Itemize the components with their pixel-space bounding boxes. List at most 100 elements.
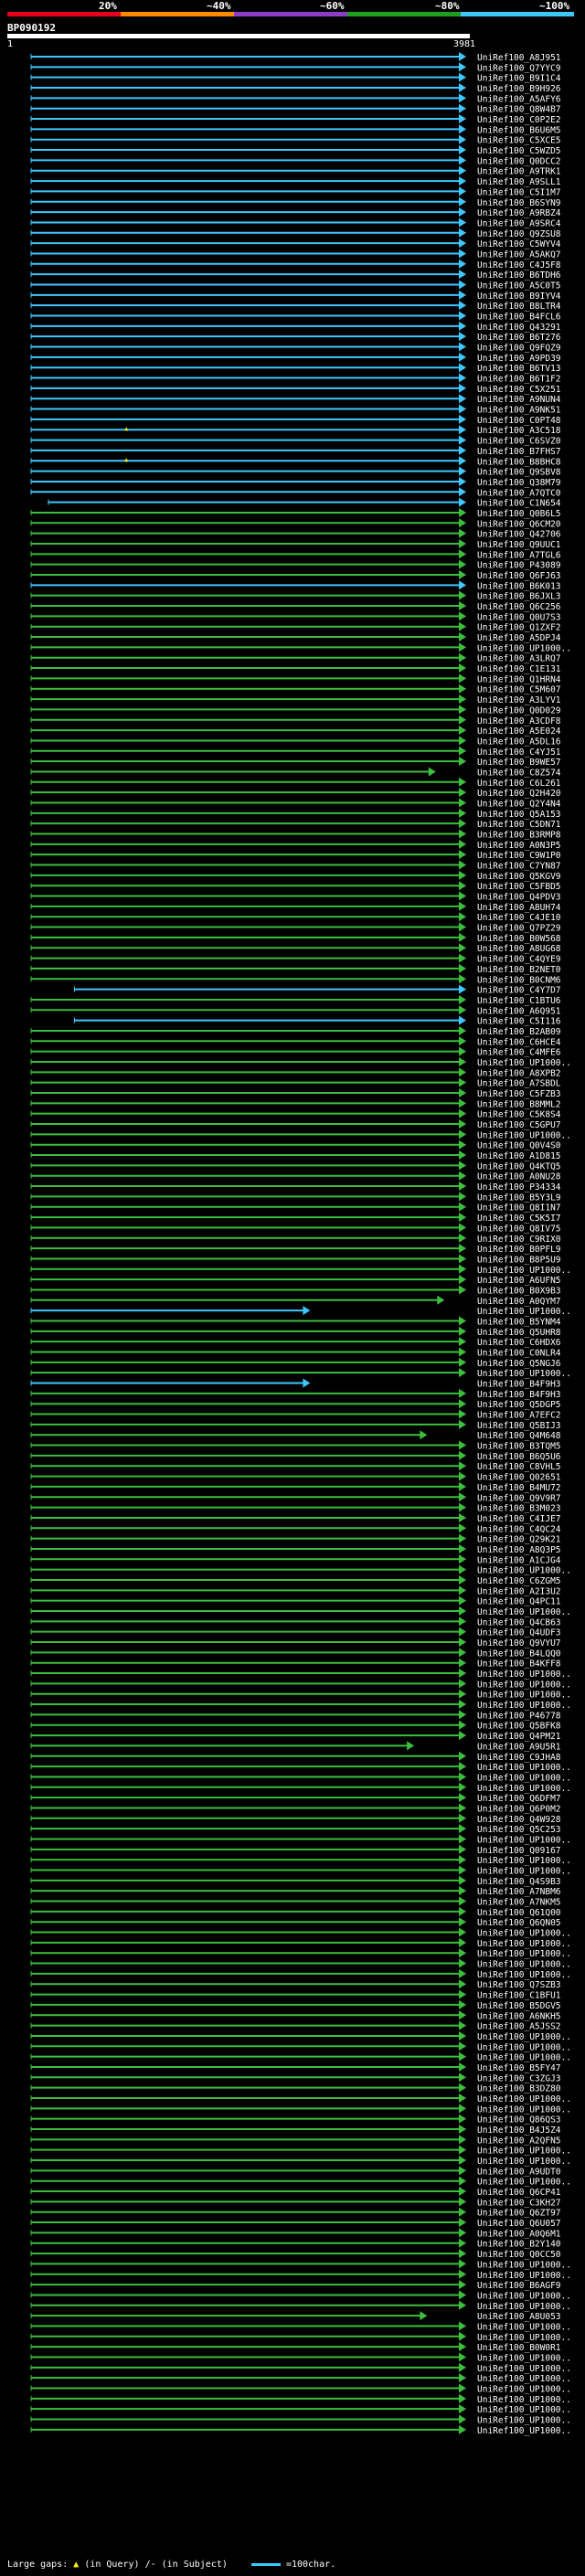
hit-label[interactable]: UniRef100_B4LQQ0 [477, 1648, 561, 1659]
hit-label[interactable]: UniRef100_Q2Y4N4 [477, 799, 561, 809]
hit-label[interactable]: UniRef100_C1BFU1 [477, 1991, 561, 2001]
hit-label[interactable]: UniRef100_A7QTC0 [477, 488, 561, 498]
hit-label[interactable]: UniRef100_Q0U7S3 [477, 612, 561, 622]
hit-label[interactable]: UniRef100_C0P2E2 [477, 115, 561, 125]
hit-label[interactable]: UniRef100_UP1000.. [477, 1939, 571, 1949]
hit-label[interactable]: UniRef100_C4QYE9 [477, 955, 561, 965]
hit-label[interactable]: UniRef100_A9RBZ4 [477, 208, 561, 218]
hit-label[interactable]: UniRef100_C4IJE7 [477, 1514, 561, 1524]
hit-label[interactable]: UniRef100_C4QC24 [477, 1524, 561, 1534]
hit-label[interactable]: UniRef100_Q09167 [477, 1846, 561, 1856]
hit-label[interactable]: UniRef100_Q6C256 [477, 602, 561, 612]
hit-label[interactable]: UniRef100_Q0CC50 [477, 2250, 561, 2260]
hit-label[interactable]: UniRef100_UP1000.. [477, 1307, 571, 1317]
hit-label[interactable]: UniRef100_UP1000.. [477, 2374, 571, 2384]
hit-label[interactable]: UniRef100_B4F9H3 [477, 1380, 561, 1390]
hit-label[interactable]: UniRef100_Q7YYC9 [477, 63, 561, 73]
hit-label[interactable]: UniRef100_UP1000.. [477, 1670, 571, 1680]
hit-label[interactable]: UniRef100_UP1000.. [477, 1130, 571, 1140]
hit-label[interactable]: UniRef100_Q2H420 [477, 789, 561, 799]
hit-label[interactable]: UniRef100_A2QFN5 [477, 2136, 561, 2146]
hit-label[interactable]: UniRef100_B5YNM4 [477, 1317, 561, 1327]
hit-label[interactable]: UniRef100_UP1000.. [477, 2426, 571, 2436]
hit-label[interactable]: UniRef100_Q4PM21 [477, 1732, 561, 1742]
hit-label[interactable]: UniRef100_UP1000.. [477, 2104, 571, 2115]
hit-label[interactable]: UniRef100_Q6U057 [477, 2219, 561, 2229]
hit-label[interactable]: UniRef100_A8U053 [477, 2312, 561, 2322]
hit-label[interactable]: UniRef100_C5FBD5 [477, 882, 561, 892]
hit-label[interactable]: UniRef100_B8P5U9 [477, 1255, 561, 1265]
hit-label[interactable]: UniRef100_C5K5I7 [477, 1214, 561, 1224]
hit-label[interactable]: UniRef100_A9SRC4 [477, 218, 561, 228]
hit-label[interactable]: UniRef100_Q6CP41 [477, 2188, 561, 2198]
hit-label[interactable]: UniRef100_B0X9B3 [477, 1286, 561, 1296]
hit-label[interactable]: UniRef100_C0NLR4 [477, 1349, 561, 1359]
hit-label[interactable]: UniRef100_C6HDX6 [477, 1338, 561, 1348]
hit-label[interactable]: UniRef100_UP1000.. [477, 2291, 571, 2301]
hit-label[interactable]: UniRef100_A7NBM6 [477, 1887, 561, 1897]
hit-label[interactable]: UniRef100_UP1000.. [477, 2333, 571, 2343]
hit-label[interactable]: UniRef100_B9I1C4 [477, 74, 561, 84]
hit-label[interactable]: UniRef100_UP1000.. [477, 1960, 571, 1970]
hit-label[interactable]: UniRef100_A9NK51 [477, 406, 561, 416]
hit-label[interactable]: UniRef100_B4MU72 [477, 1483, 561, 1493]
hit-label[interactable]: UniRef100_A7TGL6 [477, 550, 561, 560]
hit-label[interactable]: UniRef100_B2AB09 [477, 1027, 561, 1037]
hit-label[interactable]: UniRef100_UP1000.. [477, 2364, 571, 2374]
hit-label[interactable]: UniRef100_B6TDH6 [477, 270, 561, 281]
hit-label[interactable]: UniRef100_B8LTR4 [477, 302, 561, 312]
hit-label[interactable]: UniRef100_Q61Q00 [477, 1908, 561, 1918]
hit-label[interactable]: UniRef100_Q6ZT97 [477, 2209, 561, 2219]
hit-label[interactable]: UniRef100_B6K013 [477, 581, 561, 591]
hit-label[interactable]: UniRef100_Q4M648 [477, 1431, 561, 1441]
hit-label[interactable]: UniRef100_C5XCE5 [477, 136, 561, 146]
hit-label[interactable]: UniRef100_Q43291 [477, 323, 561, 333]
hit-label[interactable]: UniRef100_UP1000.. [477, 2353, 571, 2363]
hit-label[interactable]: UniRef100_A6NKH5 [477, 2011, 561, 2021]
hit-label[interactable]: UniRef100_B6U6M5 [477, 125, 561, 135]
hit-label[interactable]: UniRef100_B6T1F2 [477, 375, 561, 385]
hit-label[interactable]: UniRef100_UP1000.. [477, 2271, 571, 2281]
hit-label[interactable]: UniRef100_C1N654 [477, 499, 561, 509]
hit-label[interactable]: UniRef100_B8BHC8 [477, 457, 561, 467]
hit-label[interactable]: UniRef100_A7NKM5 [477, 1898, 561, 1908]
hit-label[interactable]: UniRef100_C4JE10 [477, 913, 561, 923]
hit-label[interactable]: UniRef100_A5AFY6 [477, 94, 561, 104]
hit-label[interactable]: UniRef100_UP1000.. [477, 2302, 571, 2312]
hit-label[interactable]: UniRef100_C5K8S4 [477, 1110, 561, 1120]
hit-label[interactable]: UniRef100_C1BTU6 [477, 996, 561, 1006]
hit-label[interactable]: UniRef100_UP1000.. [477, 1949, 571, 1959]
hit-label[interactable]: UniRef100_A3LRQ7 [477, 654, 561, 664]
hit-label[interactable]: UniRef100_A5DPJ4 [477, 633, 561, 643]
hit-label[interactable]: UniRef100_A9U5R1 [477, 1742, 561, 1752]
hit-label[interactable]: UniRef100_C4Y7D7 [477, 986, 561, 996]
hit-label[interactable]: UniRef100_A8UG68 [477, 944, 561, 954]
hit-label[interactable]: UniRef100_C4J5F8 [477, 260, 561, 270]
hit-label[interactable]: UniRef100_Q4KTQ5 [477, 1161, 561, 1171]
hit-label[interactable]: UniRef100_A1D815 [477, 1151, 561, 1161]
hit-label[interactable]: UniRef100_A8J951 [477, 53, 561, 63]
hit-label[interactable]: UniRef100_A5JSS2 [477, 2022, 561, 2032]
hit-label[interactable]: UniRef100_C6SVZ0 [477, 437, 561, 447]
hit-label[interactable]: UniRef100_C8Z574 [477, 768, 561, 778]
hit-label[interactable]: UniRef100_UP1000.. [477, 2260, 571, 2270]
hit-label[interactable]: UniRef100_B0PFL9 [477, 1245, 561, 1255]
hit-label[interactable]: UniRef100_B8MML2 [477, 1099, 561, 1109]
hit-label[interactable]: UniRef100_Q7PZ29 [477, 924, 561, 934]
hit-label[interactable]: UniRef100_UP1000.. [477, 2385, 571, 2395]
hit-label[interactable]: UniRef100_Q38M79 [477, 478, 561, 488]
hit-label[interactable]: UniRef100_UP1000.. [477, 2053, 571, 2063]
hit-label[interactable]: UniRef100_C6ZGM5 [477, 1576, 561, 1586]
hit-label[interactable]: UniRef100_UP1000.. [477, 2157, 571, 2167]
hit-label[interactable]: UniRef100_B5FY47 [477, 2063, 561, 2073]
hit-label[interactable]: UniRef100_Q02651 [477, 1473, 561, 1483]
hit-label[interactable]: UniRef100_UP1000.. [477, 1867, 571, 1877]
hit-label[interactable]: UniRef100_B0CNM6 [477, 975, 561, 985]
hit-label[interactable]: UniRef100_B0W568 [477, 934, 561, 944]
hit-label[interactable]: UniRef100_C6L261 [477, 779, 561, 789]
hit-label[interactable]: UniRef100_B0W0R1 [477, 2343, 561, 2353]
hit-label[interactable]: UniRef100_Q9UUC1 [477, 540, 561, 550]
hit-label[interactable]: UniRef100_B9IYV4 [477, 292, 561, 302]
hit-label[interactable]: UniRef100_Q0DCC2 [477, 156, 561, 166]
hit-label[interactable]: UniRef100_Q9SBV8 [477, 468, 561, 478]
